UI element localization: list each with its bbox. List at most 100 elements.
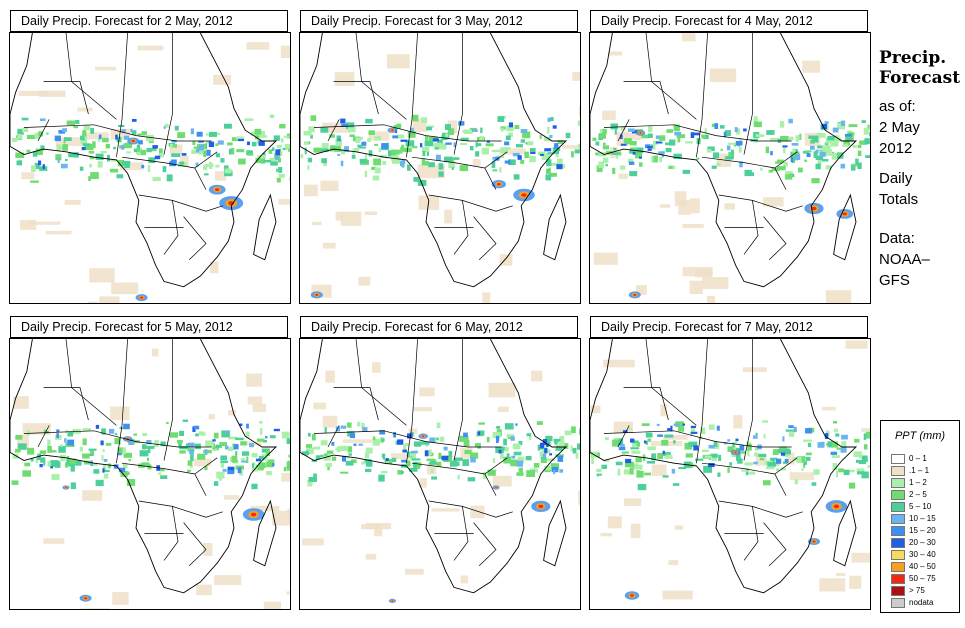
country-border xyxy=(743,200,759,255)
rain-cell xyxy=(690,431,693,437)
rain-cell xyxy=(492,160,496,164)
rain-cell xyxy=(31,165,36,172)
rain-cell xyxy=(794,479,798,485)
rain-cell xyxy=(659,157,663,163)
rain-cell xyxy=(553,438,561,443)
rain-cell xyxy=(727,439,731,442)
rain-cell xyxy=(749,471,756,475)
rain-cell xyxy=(517,155,522,160)
rain-cell xyxy=(209,131,217,137)
trace-precip-patch xyxy=(272,510,290,526)
rain-cell xyxy=(618,446,626,451)
rain-cell xyxy=(131,119,137,122)
legend-item: 30 – 40 xyxy=(891,549,936,560)
legend-item: 0 – 1 xyxy=(891,453,927,464)
rain-cell xyxy=(341,123,348,127)
rain-cell xyxy=(747,449,750,457)
legend-item: 2 – 5 xyxy=(891,489,927,500)
rain-cell xyxy=(185,443,189,450)
rain-cell xyxy=(648,133,653,138)
rain-cell xyxy=(714,123,719,129)
trace-precip-patch xyxy=(88,301,98,303)
country-border xyxy=(763,522,787,567)
trace-precip-patch xyxy=(322,415,338,428)
heavy-rain-area xyxy=(842,212,847,216)
trace-precip-patch xyxy=(603,359,635,368)
rain-cell xyxy=(795,154,801,160)
country-border xyxy=(696,339,708,464)
country-border xyxy=(163,506,179,561)
rain-cell xyxy=(321,158,327,164)
rain-cell xyxy=(674,131,682,136)
rain-cell xyxy=(43,461,46,466)
legend-item: > 75 xyxy=(891,585,925,596)
rain-cell xyxy=(852,145,857,148)
rain-cell xyxy=(804,461,807,465)
rain-cell xyxy=(504,423,514,430)
trace-precip-patch xyxy=(861,428,870,432)
rain-cell xyxy=(491,149,501,153)
rain-cell xyxy=(718,454,722,461)
rain-cell xyxy=(529,436,532,441)
rain-cell xyxy=(237,467,242,474)
rain-cell xyxy=(277,157,281,163)
rain-cell xyxy=(833,421,838,424)
rain-cell xyxy=(838,468,845,473)
legend-swatch xyxy=(891,585,905,596)
country-border xyxy=(623,81,669,115)
rain-cell xyxy=(142,444,147,450)
rain-cell xyxy=(727,446,736,452)
country-border xyxy=(603,430,792,448)
rain-cell xyxy=(596,473,602,476)
rain-cell xyxy=(551,467,559,473)
rain-cell xyxy=(426,149,429,156)
rain-cell xyxy=(56,433,59,439)
rain-cell xyxy=(272,463,275,467)
rain-cell xyxy=(744,169,752,177)
rain-cell xyxy=(119,145,123,149)
rain-cell xyxy=(492,432,501,439)
rain-cell xyxy=(417,179,427,186)
rain-cell xyxy=(735,128,741,135)
rain-cell xyxy=(513,451,522,456)
rain-cell xyxy=(258,421,263,424)
country-border xyxy=(411,156,497,190)
rain-cell xyxy=(313,147,322,153)
rain-cell xyxy=(691,427,695,433)
rain-cell xyxy=(506,453,510,459)
rain-cell xyxy=(380,154,388,158)
rain-cell xyxy=(439,436,445,442)
rain-cell xyxy=(796,456,802,463)
rain-cell xyxy=(621,451,629,454)
rain-cell xyxy=(80,135,86,141)
rain-cell xyxy=(632,152,636,155)
country-border xyxy=(65,33,117,120)
rain-cell xyxy=(539,451,546,458)
heavy-rain-area xyxy=(140,296,144,299)
rain-cell xyxy=(429,462,437,465)
rain-cell xyxy=(601,128,607,135)
heavy-rain-area xyxy=(521,193,527,197)
rain-cell xyxy=(434,146,443,150)
legend-title: PPT (mm) xyxy=(894,430,946,442)
rain-cell xyxy=(625,458,632,464)
rain-cell xyxy=(213,481,219,486)
trace-precip-patch xyxy=(578,105,580,116)
rain-cell xyxy=(89,156,95,160)
rain-cell xyxy=(88,176,91,181)
rain-cell xyxy=(744,462,753,466)
rain-cell xyxy=(628,161,635,165)
rain-cell xyxy=(448,161,456,168)
madagascar-outline xyxy=(833,499,857,567)
rain-cell xyxy=(320,127,329,133)
rain-cell xyxy=(783,449,791,455)
rain-cell xyxy=(308,477,317,482)
rain-cell xyxy=(275,168,279,172)
rain-cell xyxy=(50,466,53,469)
rain-cell xyxy=(355,137,360,144)
legend-label: 0 – 1 xyxy=(909,454,927,463)
heavy-rain-area xyxy=(391,600,394,602)
rain-cell xyxy=(35,148,43,155)
country-border xyxy=(313,124,502,142)
rain-cell xyxy=(231,147,235,155)
